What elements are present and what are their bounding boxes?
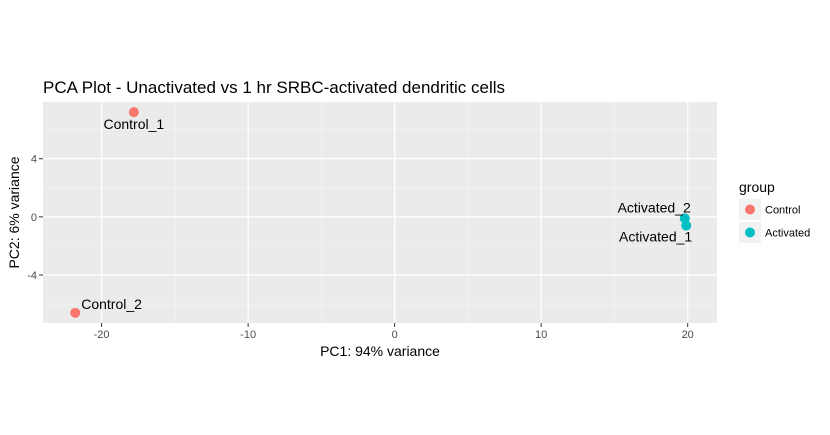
data-point (128, 107, 139, 118)
data-points (70, 107, 692, 318)
point-label: Control_2 (81, 296, 142, 312)
legend-key-marker (745, 227, 755, 238)
grid-minor (43, 102, 717, 323)
chart-title: PCA Plot - Unactivated vs 1 hr SRBC-acti… (43, 78, 505, 97)
point-label: Control_1 (103, 116, 164, 132)
x-tick-label: 0 (392, 329, 398, 341)
x-tick-label: -20 (94, 329, 110, 341)
grid-major (43, 102, 717, 323)
legend-label: Activated (765, 228, 810, 240)
legend-label: Control (765, 205, 800, 217)
plot-panel (43, 102, 717, 323)
legend-title: group (739, 179, 775, 195)
data-point (70, 307, 81, 318)
point-labels: Control_1 Control_2 Activated_2 Activated_1 (81, 116, 692, 312)
y-tick-label: -4 (27, 270, 37, 282)
legend: group Control Activated (739, 179, 810, 243)
x-axis-title: PC1: 94% variance (320, 343, 440, 359)
data-point (681, 220, 692, 231)
y-axis-title: PC2: 6% variance (6, 156, 22, 268)
point-label: Activated_2 (618, 199, 691, 215)
legend-key-marker (745, 204, 755, 215)
y-tick-label: 0 (31, 212, 37, 224)
x-axis-ticks: -20 -10 0 10 20 (94, 323, 694, 341)
y-axis-ticks: -4 0 4 (27, 154, 43, 282)
point-label: Activated_1 (619, 229, 692, 245)
y-tick-label: 4 (31, 154, 37, 166)
x-tick-label: 20 (682, 329, 694, 341)
x-tick-label: 10 (535, 329, 547, 341)
x-tick-label: -10 (240, 329, 256, 341)
